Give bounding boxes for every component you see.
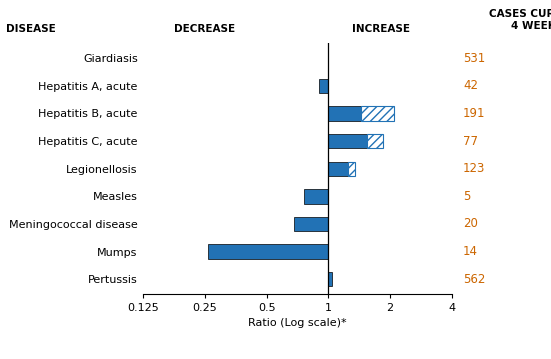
Text: 20: 20 <box>463 218 478 230</box>
Bar <box>327 51 328 65</box>
Text: DISEASE: DISEASE <box>6 24 55 34</box>
Bar <box>294 217 328 231</box>
Bar <box>319 79 328 93</box>
Text: 191: 191 <box>463 107 485 120</box>
Text: DECREASE: DECREASE <box>175 24 235 34</box>
Bar <box>304 189 328 204</box>
Text: INCREASE: INCREASE <box>352 24 410 34</box>
Text: 562: 562 <box>463 273 485 286</box>
Text: 123: 123 <box>463 162 485 175</box>
X-axis label: Ratio (Log scale)*: Ratio (Log scale)* <box>249 318 347 327</box>
Bar <box>328 272 332 286</box>
Text: CASES CURRENT
4 WEEKS: CASES CURRENT 4 WEEKS <box>489 9 551 31</box>
Bar <box>328 134 368 148</box>
Bar <box>361 106 395 121</box>
Text: 5: 5 <box>463 190 471 203</box>
Text: 77: 77 <box>463 135 478 148</box>
Text: 14: 14 <box>463 245 478 258</box>
Bar <box>208 244 328 259</box>
Bar <box>328 106 361 121</box>
Bar <box>348 162 355 176</box>
Bar <box>328 162 348 176</box>
Bar <box>368 134 383 148</box>
Text: 531: 531 <box>463 52 485 65</box>
Text: 42: 42 <box>463 79 478 92</box>
